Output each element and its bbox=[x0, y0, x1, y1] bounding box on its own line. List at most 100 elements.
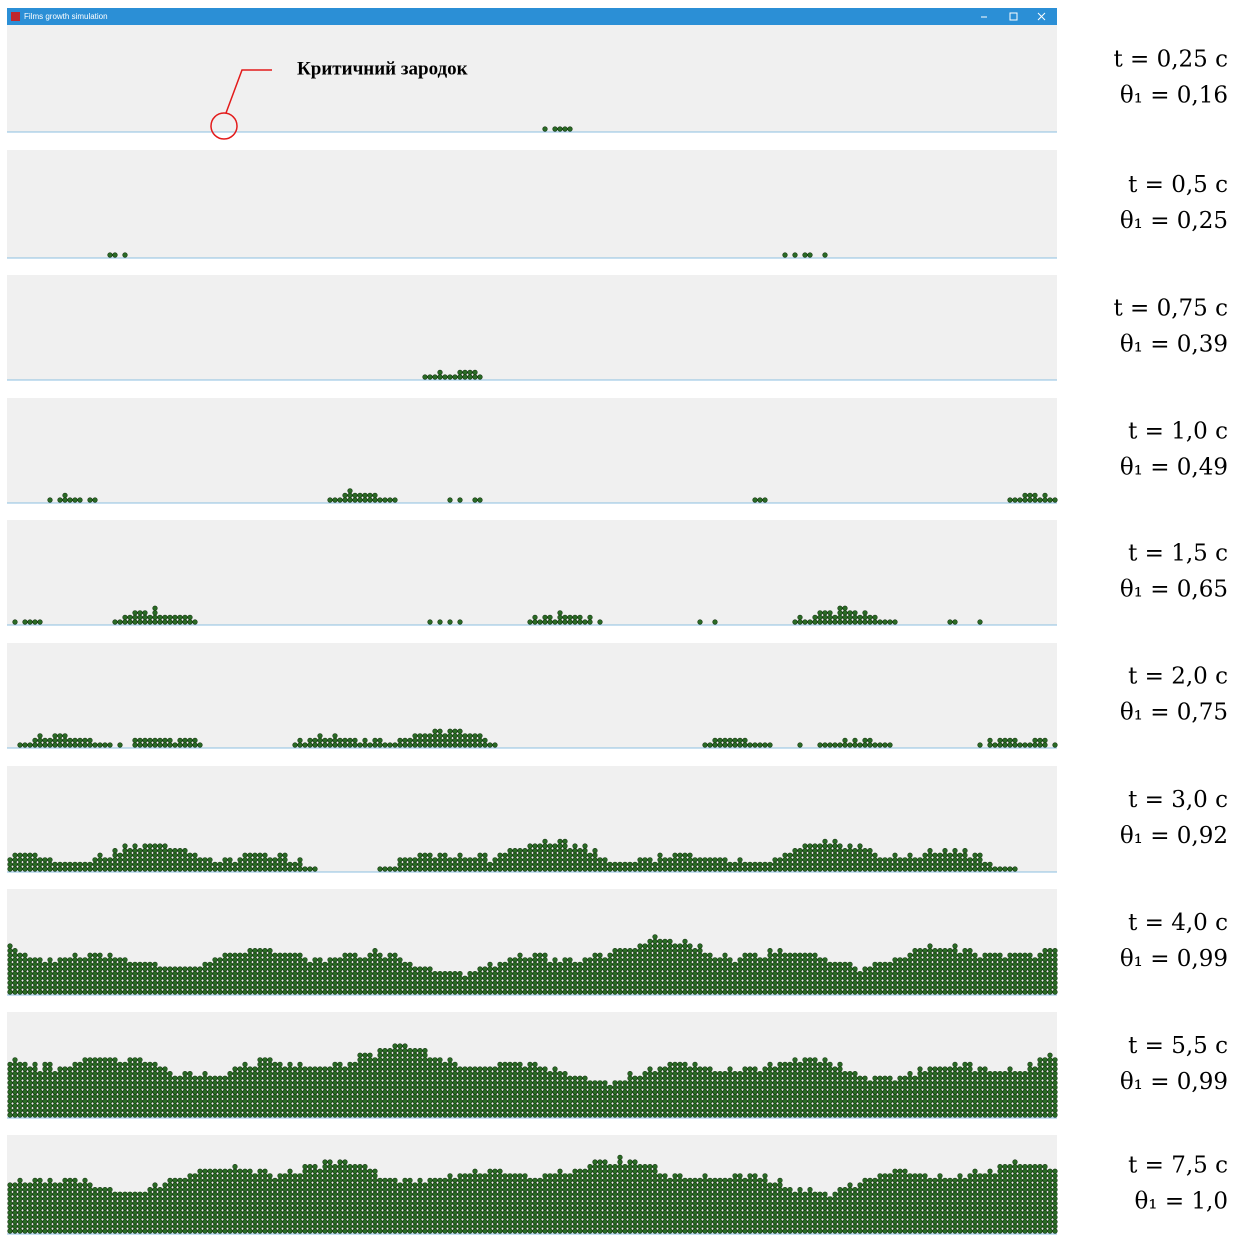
particle bbox=[613, 1104, 618, 1109]
particle bbox=[233, 1108, 238, 1113]
particle bbox=[808, 620, 813, 625]
particle bbox=[353, 1113, 358, 1118]
particle bbox=[1018, 976, 1023, 981]
particle bbox=[713, 967, 718, 972]
particle bbox=[428, 1094, 433, 1099]
particle bbox=[558, 962, 563, 967]
particle bbox=[583, 867, 588, 872]
particle bbox=[933, 971, 938, 976]
particle bbox=[48, 967, 53, 972]
particle bbox=[533, 1099, 538, 1104]
particle bbox=[683, 953, 688, 958]
particle bbox=[933, 1090, 938, 1095]
particle bbox=[438, 620, 443, 625]
particle bbox=[1008, 971, 1013, 976]
particle bbox=[948, 967, 953, 972]
particle bbox=[953, 958, 958, 963]
particle bbox=[1003, 962, 1008, 967]
particle bbox=[813, 1081, 818, 1086]
particle bbox=[23, 1104, 28, 1109]
particle bbox=[108, 1104, 113, 1109]
particle bbox=[738, 858, 743, 863]
particle bbox=[323, 976, 328, 981]
particle bbox=[98, 1104, 103, 1109]
particle bbox=[533, 1108, 538, 1113]
particle bbox=[678, 862, 683, 867]
particle bbox=[363, 1071, 368, 1076]
particle bbox=[23, 953, 28, 958]
particle bbox=[173, 743, 178, 748]
particle bbox=[563, 862, 568, 867]
particle bbox=[868, 858, 873, 863]
particle bbox=[53, 1094, 58, 1099]
particle bbox=[628, 953, 633, 958]
particle bbox=[668, 967, 673, 972]
particle bbox=[383, 971, 388, 976]
particle bbox=[828, 858, 833, 863]
particle bbox=[158, 990, 163, 995]
particle bbox=[153, 844, 158, 849]
particle bbox=[173, 990, 178, 995]
particle bbox=[73, 862, 78, 867]
particle bbox=[13, 1104, 18, 1109]
particle bbox=[113, 1067, 118, 1072]
particle bbox=[18, 1090, 23, 1095]
particle bbox=[818, 1090, 823, 1095]
particle bbox=[78, 1099, 83, 1104]
particle bbox=[758, 958, 763, 963]
particle bbox=[353, 1067, 358, 1072]
particle bbox=[233, 1071, 238, 1076]
particle bbox=[558, 848, 563, 853]
particle bbox=[273, 990, 278, 995]
particle bbox=[343, 958, 348, 963]
particle bbox=[113, 1085, 118, 1090]
particle bbox=[773, 862, 778, 867]
particle bbox=[223, 953, 228, 958]
particle bbox=[278, 1108, 283, 1113]
particle bbox=[553, 858, 558, 863]
particle bbox=[168, 862, 173, 867]
particle bbox=[28, 990, 33, 995]
particle bbox=[958, 953, 963, 958]
particle bbox=[78, 976, 83, 981]
particle bbox=[1053, 948, 1058, 953]
particle bbox=[553, 990, 558, 995]
particle bbox=[18, 967, 23, 972]
particle bbox=[368, 1099, 373, 1104]
particle bbox=[558, 1099, 563, 1104]
particle bbox=[668, 990, 673, 995]
particle bbox=[1003, 958, 1008, 963]
particle bbox=[218, 1090, 223, 1095]
particle bbox=[148, 858, 153, 863]
particle bbox=[858, 1104, 863, 1109]
particle bbox=[428, 1076, 433, 1081]
particle bbox=[663, 1113, 668, 1118]
particle bbox=[268, 1058, 273, 1063]
particle bbox=[273, 1113, 278, 1118]
particle bbox=[688, 1094, 693, 1099]
particle bbox=[818, 1113, 823, 1118]
particle bbox=[508, 1108, 513, 1113]
particle bbox=[738, 1104, 743, 1109]
particle bbox=[748, 1081, 753, 1086]
particle bbox=[163, 1090, 168, 1095]
particle bbox=[1018, 962, 1023, 967]
particle bbox=[643, 858, 648, 863]
particle bbox=[563, 958, 568, 963]
particle bbox=[68, 1099, 73, 1104]
particle bbox=[113, 862, 118, 867]
particle bbox=[863, 738, 868, 743]
particle bbox=[833, 620, 838, 625]
particle bbox=[353, 981, 358, 986]
particle bbox=[153, 1099, 158, 1104]
particle bbox=[583, 848, 588, 853]
particle bbox=[1043, 738, 1048, 743]
particle bbox=[398, 1048, 403, 1053]
particle bbox=[108, 1071, 113, 1076]
particle bbox=[823, 962, 828, 967]
particle bbox=[203, 1090, 208, 1095]
particle bbox=[673, 1108, 678, 1113]
particle bbox=[438, 1099, 443, 1104]
particle bbox=[403, 1090, 408, 1095]
particle bbox=[253, 1104, 258, 1109]
